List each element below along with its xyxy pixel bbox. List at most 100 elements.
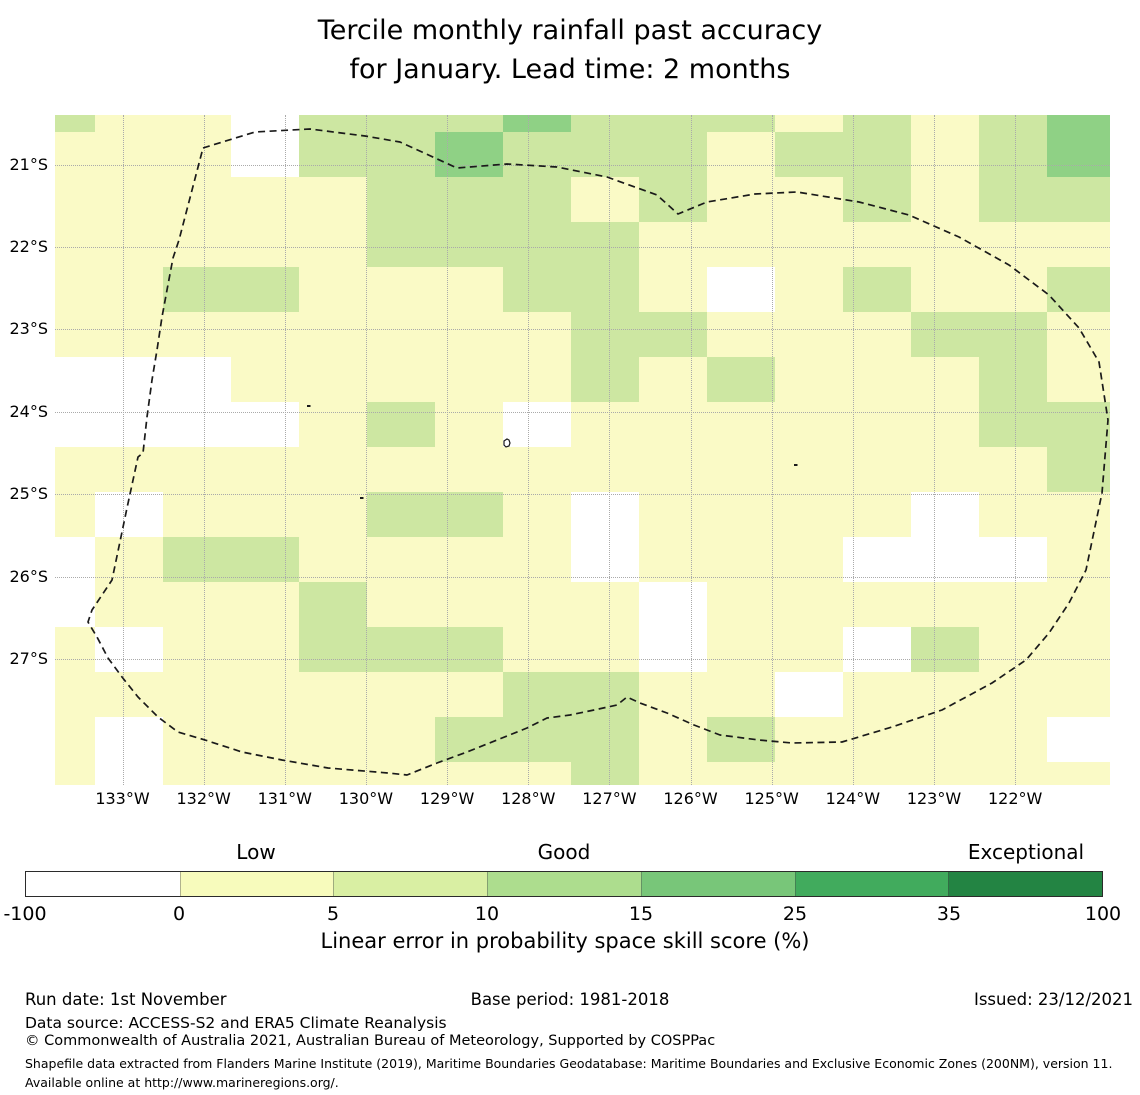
heatmap-cell: [367, 222, 435, 267]
heatmap-cell: [299, 267, 367, 312]
x-tick-label: 132°W: [176, 789, 231, 808]
heatmap-cell: [843, 222, 911, 267]
heatmap-cell: [435, 627, 503, 672]
heatmap-cell: [1047, 717, 1110, 762]
heatmap-cell: [55, 492, 95, 537]
heatmap-cell: [95, 312, 163, 357]
colorbar-tick-label: 25: [782, 903, 808, 925]
heatmap-cell: [163, 762, 231, 785]
heatmap-cell: [979, 762, 1047, 785]
data-source-text: Data source: ACCESS-S2 and ERA5 Climate …: [25, 1014, 447, 1032]
gridline-horizontal: [55, 576, 1110, 578]
heatmap-cell: [435, 582, 503, 627]
gridline-vertical: [852, 115, 854, 785]
gridline-vertical: [609, 115, 611, 785]
heatmap-cell: [911, 177, 979, 222]
heatmap-cell: [775, 222, 843, 267]
heatmap-cell: [775, 537, 843, 582]
heatmap-cell: [503, 447, 571, 492]
heatmap-cell: [911, 312, 979, 357]
heatmap-cell: [979, 537, 1047, 582]
heatmap-cell: [1047, 762, 1110, 785]
y-tick-label: 26°S: [9, 566, 48, 586]
heatmap-cell: [571, 582, 639, 627]
colorbar-category-label: Good: [537, 840, 591, 864]
colorbar-tick-label: 0: [172, 903, 186, 925]
heatmap-cell: [979, 582, 1047, 627]
colorbar-tick-label: 35: [936, 903, 962, 925]
colorbar-axis-label: Linear error in probability space skill …: [320, 929, 810, 953]
heatmap-cell: [639, 627, 707, 672]
heatmap-cell: [639, 402, 707, 447]
heatmap-cell: [95, 132, 163, 177]
heatmap-cell: [163, 267, 231, 312]
heatmap-cell: [299, 717, 367, 762]
heatmap-cell: [299, 537, 367, 582]
heatmap-cell: [503, 312, 571, 357]
heatmap-cell: [707, 537, 775, 582]
heatmap-cell: [571, 177, 639, 222]
heatmap-cell: [163, 627, 231, 672]
heatmap-cell: [95, 627, 163, 672]
colorbar-tick-label: 10: [474, 903, 500, 925]
colorbar-category-label: Low: [236, 840, 276, 864]
heatmap-cell: [55, 762, 95, 785]
heatmap-cell: [843, 312, 911, 357]
heatmap-cell: [55, 312, 95, 357]
heatmap-cell: [503, 492, 571, 537]
heatmap-cell: [775, 312, 843, 357]
heatmap-cell: [95, 762, 163, 785]
heatmap-cell: [1047, 627, 1110, 672]
island-boundary-mark: [503, 438, 511, 448]
heatmap-cell: [1047, 267, 1110, 312]
gridline-vertical: [447, 115, 449, 785]
heatmap-cell: [299, 115, 367, 132]
heatmap-cell: [639, 717, 707, 762]
colorbar-tick-label: 5: [326, 903, 340, 925]
heatmap-cell: [55, 627, 95, 672]
heatmap-cell: [979, 177, 1047, 222]
heatmap-cell: [55, 537, 95, 582]
island-boundary-mark: [794, 464, 798, 466]
heatmap-cell: [299, 222, 367, 267]
heatmap-cell: [571, 447, 639, 492]
heatmap-cell: [707, 492, 775, 537]
heatmap-cell: [571, 492, 639, 537]
heatmap-cell: [95, 177, 163, 222]
heatmap-cell: [979, 717, 1047, 762]
heatmap-cell: [55, 717, 95, 762]
heatmap-cell: [571, 115, 639, 132]
heatmap-cell: [775, 177, 843, 222]
gridline-vertical: [528, 115, 530, 785]
colorbar-segment: [794, 872, 949, 896]
x-tick-label: 131°W: [257, 789, 312, 808]
y-tick-label: 23°S: [9, 319, 48, 339]
heatmap-cell: [231, 312, 299, 357]
heatmap-cell: [639, 447, 707, 492]
copyright-text: © Commonwealth of Australia 2021, Austra…: [25, 1033, 716, 1049]
heatmap-cell: [367, 357, 435, 402]
heatmap-cell: [95, 222, 163, 267]
heatmap-cell: [707, 115, 775, 132]
heatmap-cell: [911, 582, 979, 627]
heatmap-cell: [707, 132, 775, 177]
heatmap-cell: [707, 717, 775, 762]
heatmap-cell: [639, 357, 707, 402]
heatmap-cell: [503, 132, 571, 177]
heatmap-cell: [707, 312, 775, 357]
heatmap-cell: [979, 492, 1047, 537]
heatmap-cell: [299, 357, 367, 402]
gridline-vertical: [365, 115, 367, 785]
heatmap-cell: [775, 717, 843, 762]
heatmap-cell: [1047, 447, 1110, 492]
heatmap-cell: [95, 717, 163, 762]
heatmap-cell: [1047, 132, 1110, 177]
heatmap-cell: [775, 115, 843, 132]
heatmap-cell: [367, 132, 435, 177]
heatmap-cell: [1047, 177, 1110, 222]
heatmap-cell: [55, 177, 95, 222]
heatmap-cell: [367, 762, 435, 785]
heatmap-cell: [707, 447, 775, 492]
run-date-text: Run date: 1st November: [25, 990, 227, 1009]
heatmap-cell: [639, 537, 707, 582]
